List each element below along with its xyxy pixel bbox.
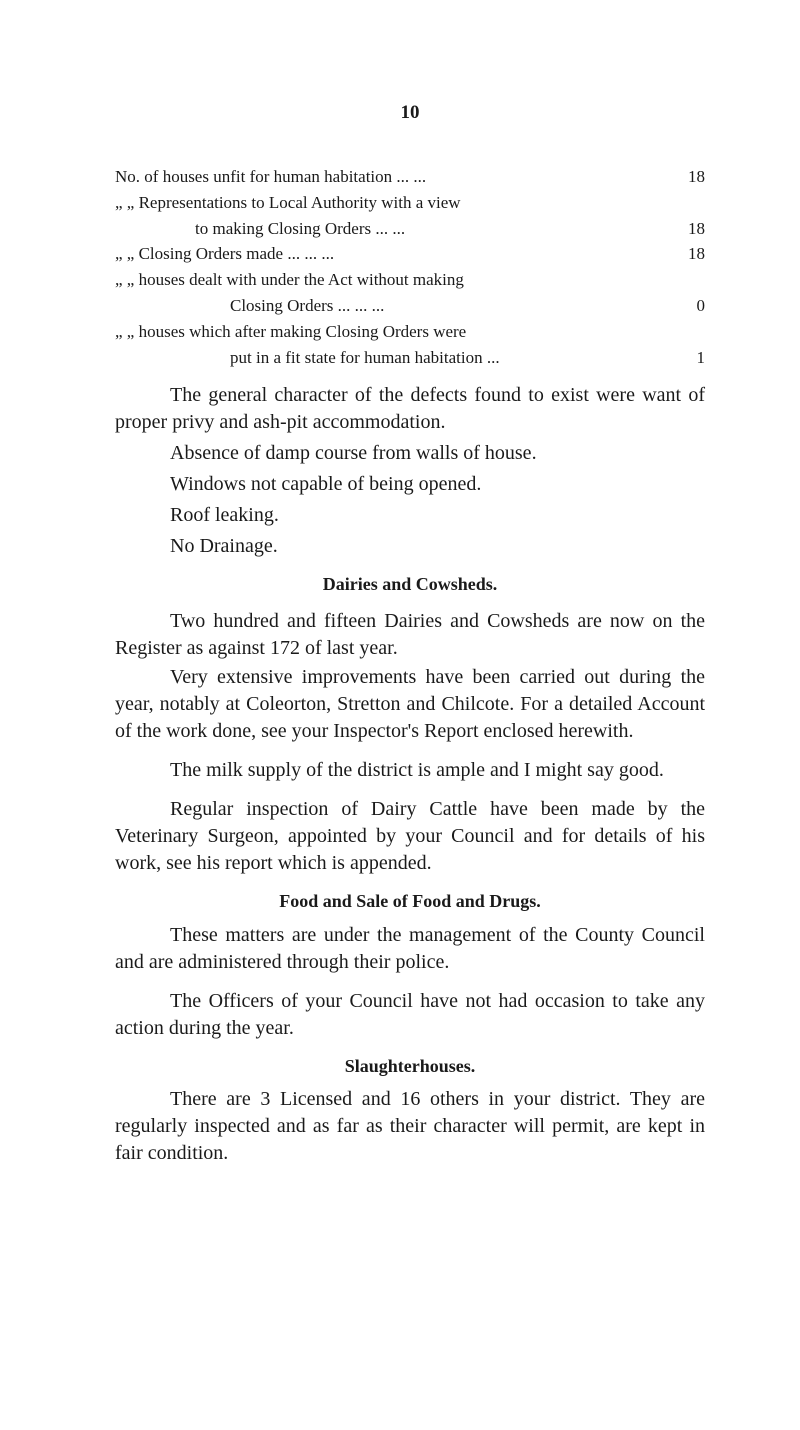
row-label: to making Closing Orders ... ... xyxy=(115,218,665,241)
statistics-table: No. of houses unfit for human habitation… xyxy=(115,166,705,371)
list-item: Roof leaking. xyxy=(115,502,705,529)
section-title-slaughter: Slaughterhouses. xyxy=(115,1054,705,1078)
list-item: No Drainage. xyxy=(115,533,705,560)
section-title-dairies: Dairies and Cowsheds. xyxy=(115,572,705,596)
paragraph: Very extensive improvements have been ca… xyxy=(115,664,705,745)
table-row: to making Closing Orders ... ... 18 xyxy=(115,218,705,241)
list-item: Windows not capable of being opened. xyxy=(115,471,705,498)
table-row: No. of houses unfit for human habitation… xyxy=(115,166,705,189)
table-row: „ „ houses dealt with under the Act with… xyxy=(115,269,705,292)
paragraph: The milk supply of the district is ample… xyxy=(115,757,705,784)
row-value: 18 xyxy=(665,166,705,189)
table-row: „ „ Closing Orders made ... ... ... 18 xyxy=(115,243,705,266)
row-value: 18 xyxy=(665,218,705,241)
table-row: „ „ Representations to Local Authority w… xyxy=(115,192,705,215)
row-label: „ „ houses which after making Closing Or… xyxy=(115,321,665,344)
paragraph: The Officers of your Council have not ha… xyxy=(115,988,705,1042)
paragraph: Regular inspection of Dairy Cattle have … xyxy=(115,796,705,877)
row-value: 18 xyxy=(665,243,705,266)
row-label: Closing Orders ... ... ... xyxy=(115,295,665,318)
paragraph: Two hundred and fifteen Dairies and Cows… xyxy=(115,608,705,662)
section-title-food: Food and Sale of Food and Drugs. xyxy=(115,889,705,913)
paragraph: The general character of the defects fou… xyxy=(115,382,705,436)
table-row: Closing Orders ... ... ... 0 xyxy=(115,295,705,318)
row-value: 0 xyxy=(665,295,705,318)
row-label: put in a fit state for human habitation … xyxy=(115,347,665,370)
table-row: „ „ houses which after making Closing Or… xyxy=(115,321,705,344)
row-label: „ „ houses dealt with under the Act with… xyxy=(115,269,665,292)
page-number: 10 xyxy=(115,100,705,126)
row-value: 1 xyxy=(665,347,705,370)
paragraph: These matters are under the management o… xyxy=(115,922,705,976)
row-label: „ „ Representations to Local Authority w… xyxy=(115,192,665,215)
row-label: „ „ Closing Orders made ... ... ... xyxy=(115,243,665,266)
paragraph: There are 3 Licensed and 16 others in yo… xyxy=(115,1086,705,1167)
row-label: No. of houses unfit for human habitation… xyxy=(115,166,665,189)
list-item: Absence of damp course from walls of hou… xyxy=(115,440,705,467)
table-row: put in a fit state for human habitation … xyxy=(115,347,705,370)
